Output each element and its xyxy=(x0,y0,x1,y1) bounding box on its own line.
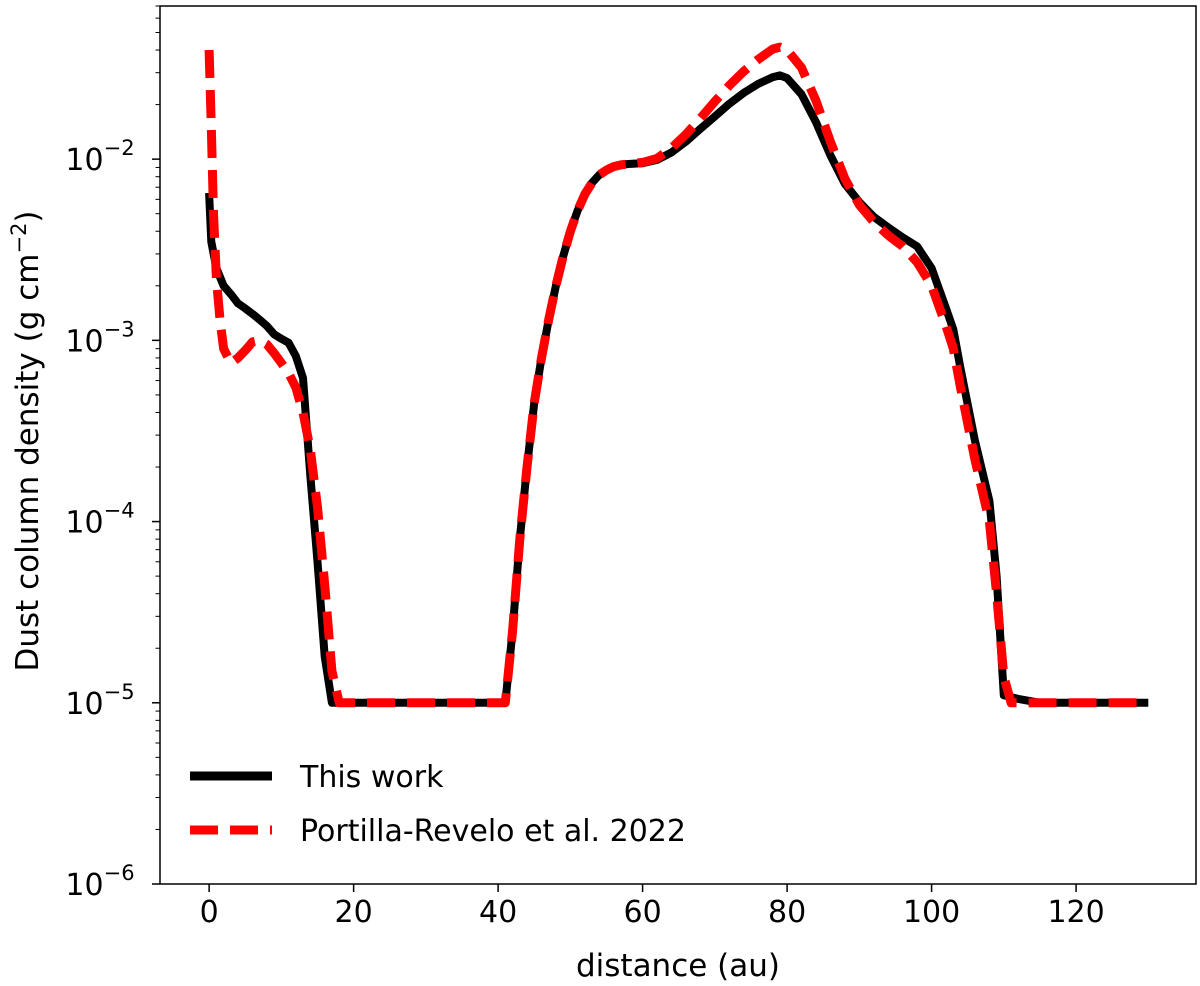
x-tick-label: 60 xyxy=(624,895,662,930)
y-axis: 10−6 10−5 10−4 10−3 10−2 xyxy=(65,5,160,903)
x-tick-label: 100 xyxy=(903,895,960,930)
y-tick-label: 10−3 xyxy=(65,317,134,359)
y-axis-label: Dust column density (g cm−2) xyxy=(7,210,46,671)
x-axis: 0 20 40 60 80 100 120 xyxy=(200,884,1105,930)
y-tick-label: 10−2 xyxy=(65,136,134,178)
y-tick-label: 10−6 xyxy=(65,861,134,903)
x-tick-label: 20 xyxy=(335,895,373,930)
y-tick-label: 10−4 xyxy=(65,499,134,541)
x-tick-label: 120 xyxy=(1047,895,1104,930)
series-line-this-work xyxy=(205,71,1149,707)
legend: This work Portilla-Revelo et al. 2022 xyxy=(190,760,686,849)
legend-label-this-work: This work xyxy=(299,760,444,795)
legend-label-portilla-revelo: Portilla-Revelo et al. 2022 xyxy=(300,814,686,849)
plot-frame xyxy=(159,5,1197,885)
series-line-portilla-revelo xyxy=(204,42,1149,708)
y-tick-label: 10−5 xyxy=(65,680,134,722)
x-tick-label: 0 xyxy=(200,895,219,930)
x-tick-label: 40 xyxy=(479,895,517,930)
series-layer xyxy=(204,42,1149,708)
x-axis-label: distance (au) xyxy=(576,948,780,984)
x-tick-label: 80 xyxy=(768,895,806,930)
